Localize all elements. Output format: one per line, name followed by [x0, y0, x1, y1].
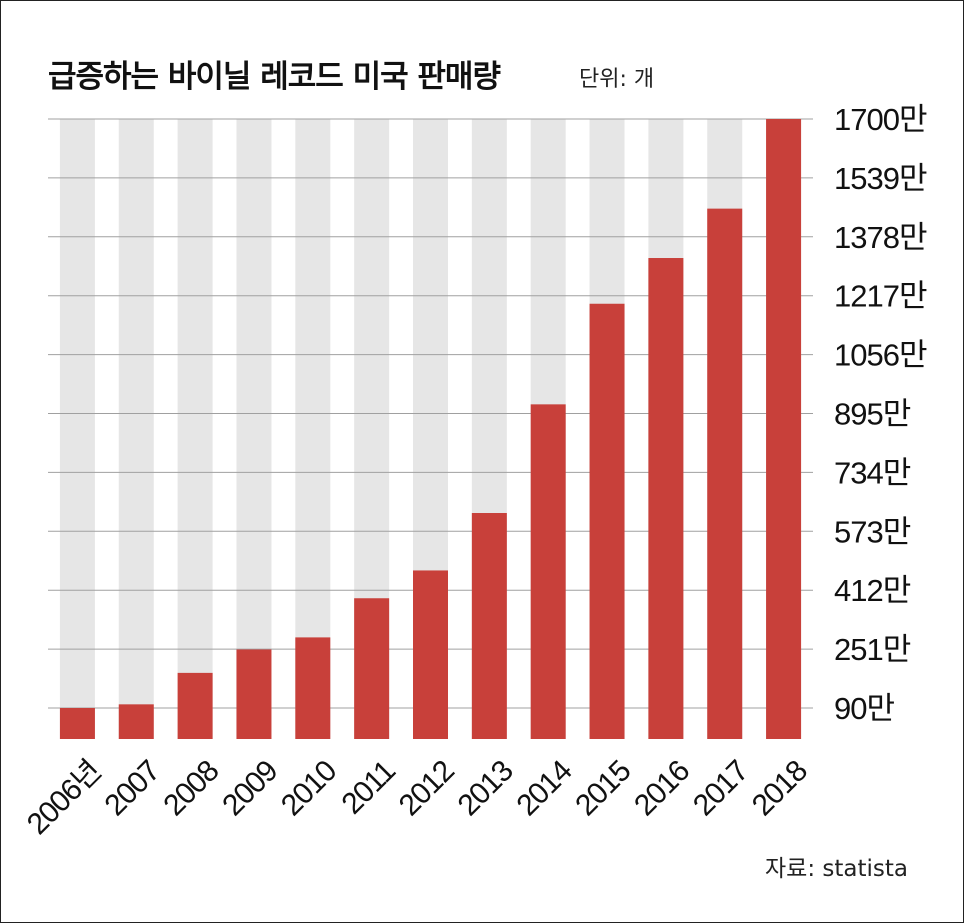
y-tick-label: 90만 — [834, 691, 894, 726]
x-tick-label: 2006년 — [21, 755, 108, 842]
bar — [648, 258, 684, 739]
x-axis-ticks: 2006년20072008200920102011201220132014201… — [21, 754, 814, 841]
bar — [236, 649, 272, 739]
bar — [118, 704, 154, 739]
x-tick-label: 2012 — [393, 754, 461, 822]
column-background — [118, 119, 154, 739]
bar — [707, 208, 743, 739]
y-tick-label: 1700만 — [834, 102, 927, 137]
x-tick-label: 2013 — [452, 754, 520, 822]
x-tick-label: 2009 — [216, 754, 284, 822]
unit-label: 단위: 개 — [579, 67, 655, 92]
bar — [413, 570, 448, 739]
y-tick-label: 412만 — [834, 573, 911, 608]
y-tick-label: 1539만 — [834, 161, 927, 196]
y-tick-label: 573만 — [834, 514, 911, 549]
chart-title: 급증하는 바이닐 레코드 미국 판매량 — [48, 59, 501, 95]
y-axis-ticks: 90만 251만 412만 573만 734만 895만 1056만 1217만 1378만 15… — [834, 102, 928, 726]
column-background — [59, 119, 95, 739]
x-tick-label: 2017 — [687, 754, 755, 822]
bars — [59, 119, 802, 739]
bar — [295, 637, 331, 739]
bar — [177, 672, 213, 739]
column-background — [295, 119, 331, 739]
bar — [530, 404, 566, 739]
y-tick-label: 1378만 — [834, 220, 927, 255]
bar — [59, 708, 95, 739]
y-tick-label: 734만 — [834, 455, 911, 490]
bar — [589, 303, 625, 739]
bar — [354, 598, 390, 739]
x-tick-label: 2018 — [746, 754, 814, 822]
y-tick-label: 1217만 — [834, 279, 927, 314]
x-tick-label: 2014 — [510, 754, 578, 822]
x-tick-label: 2010 — [275, 754, 343, 822]
x-tick-label: 2015 — [569, 754, 637, 822]
bar — [471, 513, 507, 739]
x-tick-label: 2011 — [335, 754, 401, 820]
column-background — [236, 119, 272, 739]
x-tick-label: 2016 — [628, 754, 696, 822]
source-note: 자료: statista — [765, 856, 908, 882]
bar — [766, 119, 802, 739]
y-tick-label: 251만 — [834, 632, 911, 667]
x-tick-label: 2008 — [157, 754, 225, 822]
column-background — [177, 119, 213, 739]
x-tick-label: 2007 — [99, 754, 167, 822]
y-tick-label: 895만 — [834, 397, 911, 432]
y-tick-label: 1056만 — [834, 338, 927, 373]
